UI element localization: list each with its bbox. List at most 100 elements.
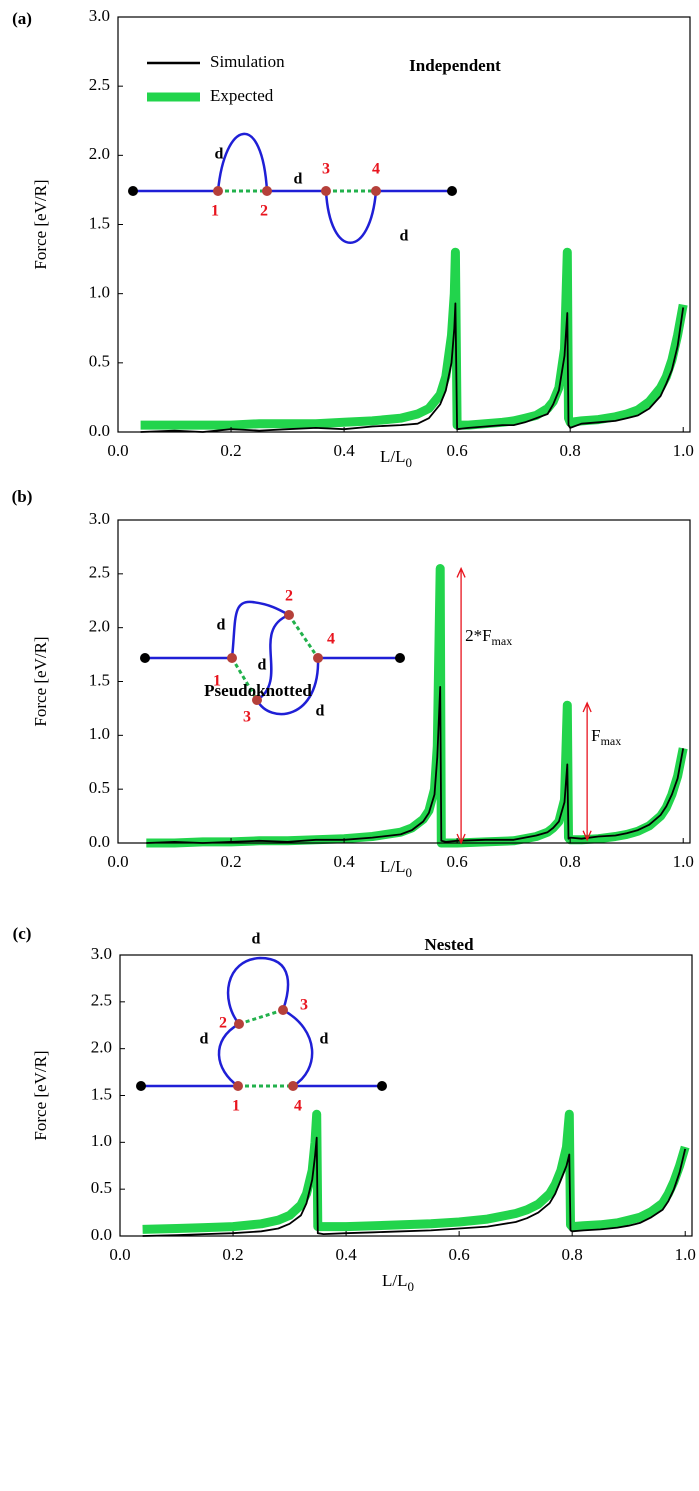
node bbox=[321, 186, 331, 196]
segment-label: d bbox=[215, 146, 224, 163]
inset-title: Pseudoknotted bbox=[204, 681, 312, 700]
y-tick-label: 1.0 bbox=[89, 724, 110, 743]
end bbox=[136, 1081, 146, 1091]
node-label: 3 bbox=[300, 997, 308, 1014]
annotation-main: 2*F bbox=[465, 626, 491, 645]
x-label-sub: 0 bbox=[408, 1279, 415, 1294]
plot-frame bbox=[117, 16, 691, 433]
node-label: 2 bbox=[285, 588, 293, 605]
x-label-sub: 0 bbox=[406, 865, 413, 880]
x-tick-label: 0.6 bbox=[449, 1245, 470, 1264]
y-tick-label: 1.5 bbox=[89, 670, 110, 689]
y-tick-label: 2.5 bbox=[89, 75, 110, 94]
loop bbox=[230, 600, 290, 659]
node bbox=[252, 695, 262, 705]
node bbox=[284, 610, 294, 620]
y-tick-label: 3.0 bbox=[89, 6, 110, 25]
node bbox=[233, 1081, 243, 1091]
x-tick-label: 0.0 bbox=[107, 441, 128, 460]
end bbox=[447, 186, 457, 196]
arrow-head bbox=[582, 701, 592, 713]
end bbox=[377, 1081, 387, 1091]
arrow-head bbox=[456, 566, 466, 578]
legend-label: Expected bbox=[210, 86, 274, 105]
node-label: 3 bbox=[322, 161, 330, 178]
annotation-main: F bbox=[591, 726, 600, 745]
annotation: 2*Fmax bbox=[465, 626, 512, 648]
y-tick-label: 0.5 bbox=[89, 778, 110, 797]
end bbox=[140, 653, 150, 663]
segment-label: d bbox=[400, 228, 409, 245]
loop bbox=[324, 190, 378, 244]
node bbox=[313, 653, 323, 663]
inset-c: 1 2 3 4 d d d Nested bbox=[136, 931, 474, 1115]
x-tick-label: 0.8 bbox=[560, 441, 581, 460]
node-label: 2 bbox=[219, 1015, 227, 1032]
panel: 0.0 0.5 1.0 1.5 2.0 2.5 3.0 0.0 0.2 0.4 0.6 0.8 1.0 (… bbox=[13, 924, 696, 1294]
y-tick-label: 3.0 bbox=[89, 509, 110, 528]
y-tick-label: 0.0 bbox=[89, 832, 110, 851]
x-tick-label: 0.6 bbox=[447, 852, 468, 871]
x-tick-label: 1.0 bbox=[673, 852, 694, 871]
panel-label: (a) bbox=[12, 9, 32, 28]
series-line bbox=[142, 1136, 687, 1237]
x-axis-label: L/L0 bbox=[380, 447, 412, 470]
y-tick-label: 2.0 bbox=[91, 1038, 112, 1057]
annotation-sub: max bbox=[492, 634, 513, 648]
series-line bbox=[140, 302, 685, 433]
arrow-head bbox=[582, 830, 592, 842]
node-label: 1 bbox=[232, 1098, 240, 1115]
y-tick-label: 0.5 bbox=[91, 1178, 112, 1197]
node bbox=[371, 186, 381, 196]
segment-label: d bbox=[200, 1031, 209, 1048]
loop bbox=[256, 613, 290, 702]
segment-label: d bbox=[217, 617, 226, 634]
node bbox=[278, 1005, 288, 1015]
y-tick-label: 0.5 bbox=[89, 352, 110, 371]
x-tick-label: 0.2 bbox=[220, 852, 241, 871]
x-tick-label: 0.0 bbox=[109, 1245, 130, 1264]
bond bbox=[287, 614, 320, 659]
y-tick-label: 2.0 bbox=[89, 617, 110, 636]
y-tick-label: 2.5 bbox=[89, 563, 110, 582]
y-axis-label: Force [eV/R] bbox=[31, 1050, 50, 1140]
x-label-sub: 0 bbox=[406, 455, 413, 470]
x-label-main: L/L bbox=[380, 447, 406, 466]
node-label: 3 bbox=[243, 709, 251, 726]
plot-frame bbox=[119, 954, 693, 1237]
loop bbox=[216, 132, 269, 192]
node bbox=[262, 186, 272, 196]
y-tick-label: 0.0 bbox=[89, 421, 110, 440]
node-label: 4 bbox=[294, 1098, 302, 1115]
annotation-sub: max bbox=[601, 734, 622, 748]
segment-label: d bbox=[258, 657, 267, 674]
x-tick-label: 0.2 bbox=[222, 1245, 243, 1264]
y-tick-label: 1.5 bbox=[91, 1084, 112, 1103]
arrow-head bbox=[456, 833, 466, 845]
inset-b: 1 2 3 4 d d d Pseudoknotted bbox=[140, 588, 405, 726]
node-label: 4 bbox=[327, 631, 335, 648]
x-tick-label: 0.8 bbox=[560, 852, 581, 871]
y-axis-label: Force [eV/R] bbox=[31, 636, 50, 726]
y-tick-label: 1.0 bbox=[91, 1131, 112, 1150]
x-tick-label: 1.0 bbox=[675, 1245, 696, 1264]
x-tick-label: 0.2 bbox=[220, 441, 241, 460]
y-tick-label: 1.5 bbox=[89, 213, 110, 232]
loop bbox=[226, 956, 290, 1025]
y-tick-label: 0.0 bbox=[91, 1225, 112, 1244]
node-label: 2 bbox=[260, 203, 268, 220]
node bbox=[227, 653, 237, 663]
x-tick-label: 0.0 bbox=[107, 852, 128, 871]
y-axis-label: Force [eV/R] bbox=[31, 179, 50, 269]
series-line bbox=[140, 247, 688, 430]
segment-label: d bbox=[316, 703, 325, 720]
end bbox=[395, 653, 405, 663]
series-line bbox=[146, 564, 688, 848]
panel: 0.0 0.5 1.0 1.5 2.0 2.5 3.0 0.0 0.2 0.4 0.6 0.8 1.0 (… bbox=[12, 487, 694, 880]
loop bbox=[255, 657, 320, 716]
x-tick-label: 0.4 bbox=[335, 1245, 357, 1264]
inset-title: Independent bbox=[409, 56, 501, 75]
panel: 0.0 0.5 1.0 1.5 2.0 2.5 3.0 0.0 0.2 0.4 0.6 0.8 1.0 (… bbox=[12, 6, 694, 470]
annotation: Fmax bbox=[591, 726, 621, 748]
bond bbox=[230, 657, 259, 701]
